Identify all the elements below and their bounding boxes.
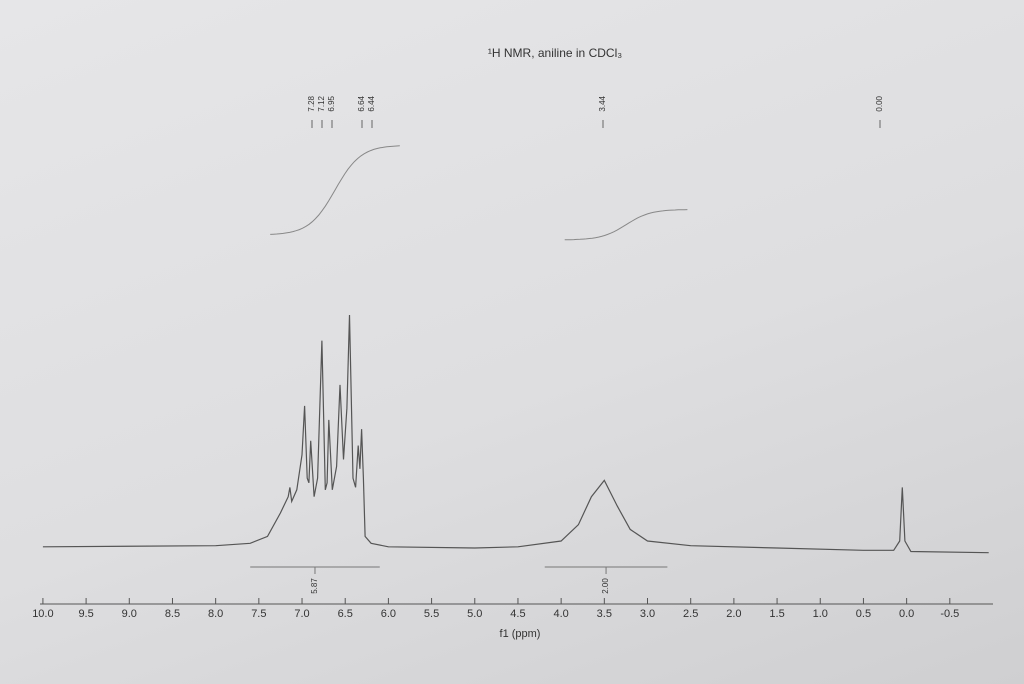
x-tick-label: 10.0	[32, 608, 53, 620]
peak-label: 3.44	[598, 95, 607, 111]
x-tick-label: 3.0	[640, 608, 655, 620]
x-tick-label: 2.0	[726, 608, 741, 620]
peak-label: 7.28	[307, 95, 316, 111]
peak-label: 6.95	[327, 95, 336, 111]
x-tick-label: 9.0	[122, 608, 137, 620]
x-tick-label: 2.5	[683, 608, 698, 620]
peak-label: 7.12	[317, 95, 326, 111]
peak-label: 6.44	[367, 95, 376, 111]
x-tick-label: 5.5	[424, 608, 439, 620]
integral-label: 2.00	[601, 578, 610, 594]
x-tick-label: 6.0	[381, 608, 396, 620]
x-tick-label: -0.5	[940, 608, 959, 620]
x-tick-label: 4.0	[553, 608, 568, 620]
x-tick-label: 4.5	[510, 608, 525, 620]
x-tick-label: 1.5	[769, 608, 784, 620]
x-tick-label: 7.0	[294, 608, 309, 620]
x-tick-label: 0.0	[899, 608, 914, 620]
spectrum-line	[42, 314, 989, 554]
integral-curve	[564, 209, 688, 241]
x-tick-label: 0.5	[856, 608, 871, 620]
integral-curve	[270, 145, 400, 235]
x-tick-label: 9.5	[78, 608, 93, 620]
integral-label: 5.87	[310, 578, 319, 594]
x-tick-label: 6.5	[338, 608, 353, 620]
chart-title: ¹H NMR, aniline in CDCl₃	[488, 46, 622, 60]
x-tick-label: 3.5	[597, 608, 612, 620]
x-tick-label: 8.5	[165, 608, 180, 620]
peak-label: 6.64	[357, 95, 366, 111]
x-tick-label: 8.0	[208, 608, 223, 620]
x-axis-label: f1 (ppm)	[500, 628, 541, 640]
x-tick-label: 5.0	[467, 608, 482, 620]
x-tick-label: 7.5	[251, 608, 266, 620]
peak-label: 0.00	[875, 95, 884, 111]
x-tick-label: 1.0	[813, 608, 828, 620]
